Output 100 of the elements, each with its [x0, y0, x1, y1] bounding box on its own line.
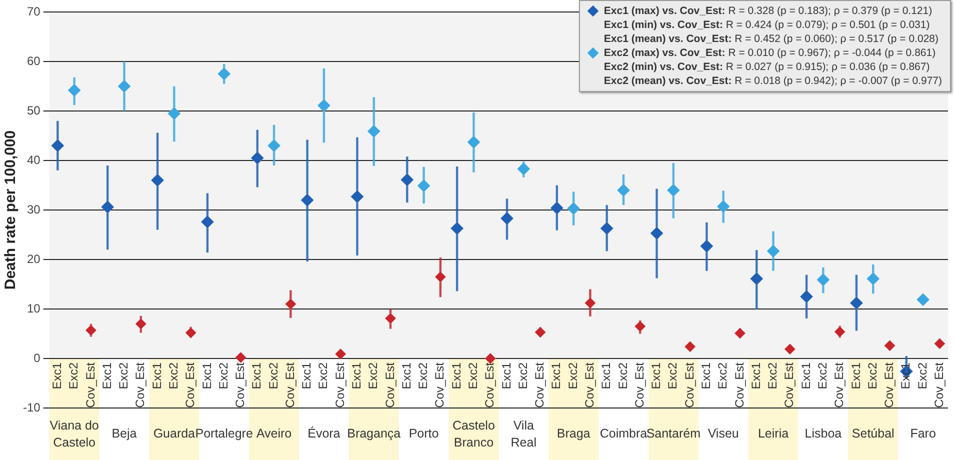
text: Setúbal [852, 426, 894, 440]
x-tick-label: Cov_Est [532, 362, 547, 408]
text: Leiria [758, 426, 789, 440]
point [916, 292, 930, 306]
point [800, 290, 814, 304]
point [884, 340, 896, 352]
x-tick-label: Exc2 [366, 362, 380, 390]
point [317, 98, 331, 112]
point [68, 83, 82, 97]
x-tick-label: Exc2 [116, 362, 131, 390]
x-tick-label: Exc2 [516, 362, 530, 390]
x-tick-label: Cov_Est [432, 362, 447, 408]
x-tick-label: Exc1 [300, 362, 314, 390]
x-tick-label: Exc2 [466, 362, 480, 390]
x-tick-label: Exc2 [216, 362, 230, 390]
x-tick-label: Exc1 [649, 362, 664, 390]
text: Aveiro [256, 426, 292, 440]
x-tick-label: Exc2 [316, 362, 330, 390]
point [600, 222, 614, 236]
x-tick-label: Exc2 [865, 362, 880, 390]
x-tick-label: Cov_Est [732, 362, 746, 408]
x-tick-label: Cov_Est [183, 362, 198, 408]
point [150, 174, 164, 188]
point [200, 215, 214, 229]
x-tick-label: Exc1 [549, 362, 564, 390]
x-tick-label: Exc2 [66, 362, 81, 390]
point [85, 324, 97, 336]
text: Bragança [347, 426, 401, 440]
x-tick-label: Exc1 [100, 362, 114, 390]
x-tick-label: Cov_Est [382, 362, 397, 408]
point [666, 183, 680, 197]
x-tick-label: Cov_Est [133, 362, 148, 408]
text: Coimbra [600, 426, 648, 440]
x-tick-label: Cov_Est [582, 362, 597, 408]
x-tick-label: Exc2 [416, 362, 430, 390]
point [284, 298, 296, 310]
x-tick-label: Exc2 [915, 362, 930, 390]
x-tick-label: Exc2 [566, 362, 580, 390]
point [816, 273, 830, 287]
text: Viana do Castelo [50, 418, 99, 450]
point [700, 239, 714, 253]
y-tick-label: 10 [26, 301, 41, 316]
text: Vila Real [510, 418, 536, 450]
point [850, 296, 864, 310]
x-tick-label: Exc1 [449, 362, 464, 390]
text: Lisboa [804, 426, 842, 440]
x-tick-label: Exc2 [766, 362, 780, 390]
legend-label: Exc2 (max) vs. Cov_Est: R = 0.010 (p = 0.967); ρ = -0.044 (p = 0.861) Exc2 (min) vs. Cov_Est: R = 0.027 (p = 0.915); ρ = 0.036 (p = 0.867) Exc2 (mean) vs. Cov_Est: R = 0.018 (p = 0.942); ρ = -0.007 (p = 0.977) [602, 46, 942, 88]
point [834, 326, 846, 338]
x-tick-label: Exc1 [200, 362, 214, 390]
point [616, 183, 630, 197]
y-tick-label: 30 [26, 202, 41, 216]
point [234, 352, 246, 364]
x-tick-label: Exc2 [616, 362, 630, 390]
point [566, 202, 580, 216]
text: Beja [112, 426, 137, 440]
x-tick-label: Exc1 [748, 362, 763, 390]
text: Guarda [153, 426, 196, 440]
point [466, 135, 480, 149]
x-tick-label: Exc1 [350, 362, 364, 390]
point [734, 328, 746, 340]
point [350, 190, 364, 204]
x-tick-label: Cov_Est [482, 362, 497, 408]
point [300, 193, 314, 207]
x-tick-label: Exc2 [816, 362, 830, 390]
x-tick-label: Cov_Est [782, 362, 796, 408]
point [584, 297, 596, 309]
point [417, 178, 431, 192]
text: Faro [910, 426, 936, 440]
x-tick-label: Cov_Est [832, 362, 846, 408]
x-tick-label: Cov_Est [233, 362, 248, 408]
x-tick-label: Exc1 [699, 362, 714, 390]
text: Viseu [708, 426, 739, 440]
point [334, 348, 346, 360]
point [384, 312, 396, 324]
y-tick-label: 50 [26, 103, 41, 118]
point [50, 138, 64, 152]
point [450, 222, 464, 236]
text: Castelo Branco [452, 418, 495, 450]
x-tick-label: Exc1 [399, 362, 414, 390]
point [866, 272, 880, 286]
x-tick-label: Exc2 [716, 362, 730, 390]
point [167, 106, 181, 120]
point [534, 326, 546, 338]
point [684, 340, 696, 352]
x-tick-label: Cov_Est [682, 362, 696, 408]
x-tick-label: Exc1 [150, 362, 164, 390]
y-tick-label: 60 [26, 54, 41, 68]
point [750, 272, 764, 286]
x-tick-label: Exc2 [166, 362, 180, 390]
x-tick-label: Cov_Est [882, 362, 896, 408]
point [434, 271, 446, 283]
x-tick-label: Exc1 [250, 362, 264, 390]
x-tick-label: Exc1 [848, 362, 863, 390]
text: Portalegre [195, 426, 253, 440]
y-tick-label: 0 [34, 350, 41, 365]
point [634, 320, 646, 332]
point [100, 200, 114, 214]
x-tick-label: Cov_Est [632, 362, 646, 408]
y-tick-label: 70 [26, 4, 41, 18]
